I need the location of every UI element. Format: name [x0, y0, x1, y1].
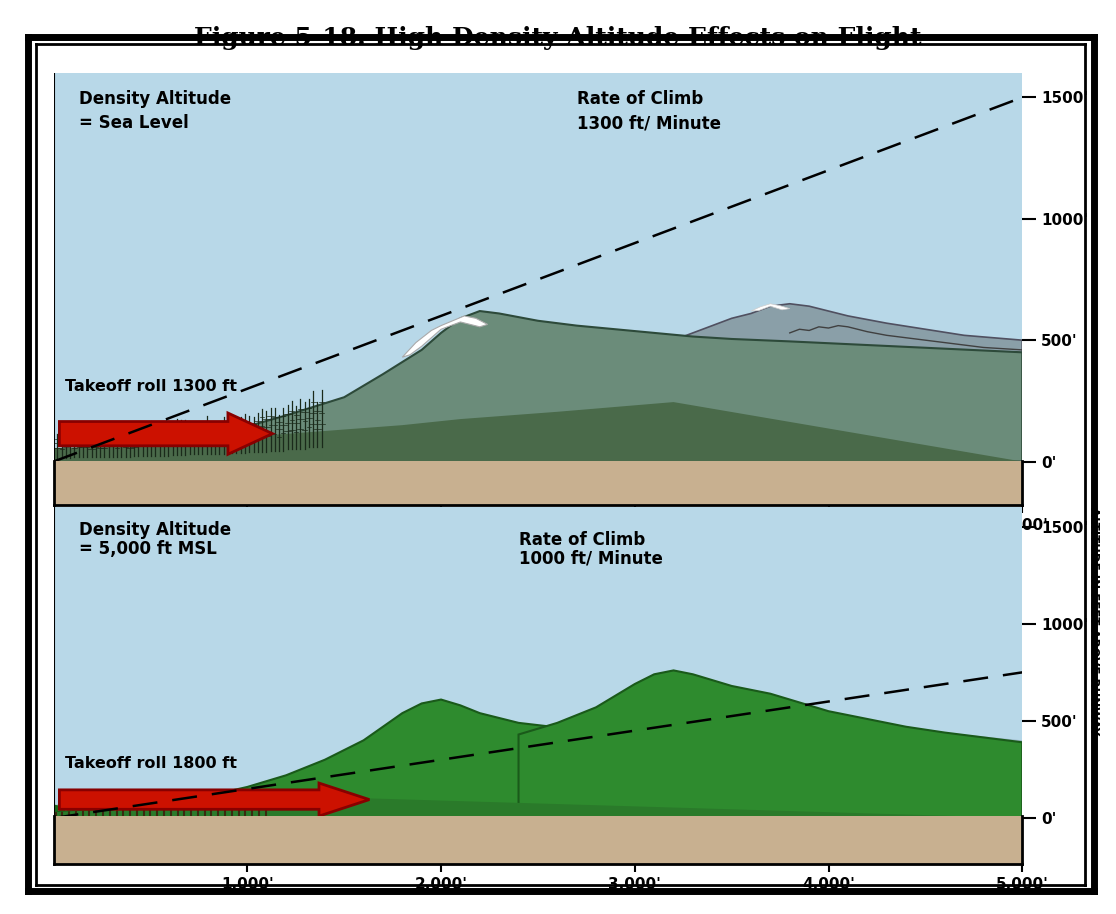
Circle shape [241, 793, 250, 802]
Text: Takeoff roll 1800 ft: Takeoff roll 1800 ft [65, 756, 238, 771]
Circle shape [99, 802, 107, 810]
Text: ALTITUDE IN FEET ABOVE RUNWAY: ALTITUDE IN FEET ABOVE RUNWAY [1087, 507, 1100, 736]
Circle shape [133, 800, 141, 808]
Circle shape [65, 802, 74, 812]
Circle shape [193, 794, 203, 805]
Circle shape [233, 793, 243, 802]
Text: = Sea Level: = Sea Level [79, 114, 189, 133]
Text: Density Altitude: Density Altitude [79, 521, 231, 539]
Circle shape [152, 796, 163, 807]
Text: Rate of Climb: Rate of Climb [519, 530, 645, 548]
Polygon shape [54, 798, 1022, 818]
Circle shape [228, 794, 237, 803]
Circle shape [140, 801, 147, 808]
Circle shape [118, 799, 128, 809]
Circle shape [186, 796, 195, 805]
Circle shape [206, 795, 217, 804]
FancyArrow shape [59, 783, 369, 816]
Polygon shape [519, 671, 1022, 818]
Circle shape [181, 799, 187, 805]
Circle shape [51, 805, 59, 813]
Circle shape [256, 794, 262, 802]
Circle shape [172, 795, 183, 806]
Circle shape [125, 798, 135, 808]
Polygon shape [54, 311, 1022, 462]
Polygon shape [751, 303, 790, 311]
Polygon shape [674, 723, 1022, 818]
Polygon shape [557, 303, 1022, 462]
Circle shape [77, 800, 88, 811]
Text: Figure 5-18. High Density Altitude Effects on Flight: Figure 5-18. High Density Altitude Effec… [194, 26, 922, 49]
Circle shape [146, 799, 154, 807]
Polygon shape [54, 402, 1022, 462]
Circle shape [160, 799, 167, 807]
Circle shape [71, 802, 80, 811]
Text: 1300 ft/ Minute: 1300 ft/ Minute [577, 114, 721, 133]
Circle shape [112, 800, 121, 809]
Circle shape [106, 802, 114, 810]
FancyArrow shape [59, 413, 272, 454]
Text: = 5,000 ft MSL: = 5,000 ft MSL [79, 540, 217, 558]
Circle shape [221, 796, 229, 803]
Circle shape [85, 802, 94, 811]
Text: Takeoff roll 1300 ft: Takeoff roll 1300 ft [65, 378, 238, 394]
Polygon shape [402, 316, 488, 357]
Text: Density Altitude: Density Altitude [79, 90, 231, 108]
Text: Rate of Climb: Rate of Climb [577, 90, 703, 108]
Circle shape [57, 802, 67, 812]
Circle shape [213, 793, 223, 804]
Circle shape [248, 793, 257, 802]
Polygon shape [54, 699, 1022, 818]
Circle shape [261, 792, 270, 802]
Circle shape [166, 798, 175, 806]
Text: 1000 ft/ Minute: 1000 ft/ Minute [519, 550, 663, 568]
Circle shape [92, 802, 100, 810]
Circle shape [201, 797, 209, 804]
